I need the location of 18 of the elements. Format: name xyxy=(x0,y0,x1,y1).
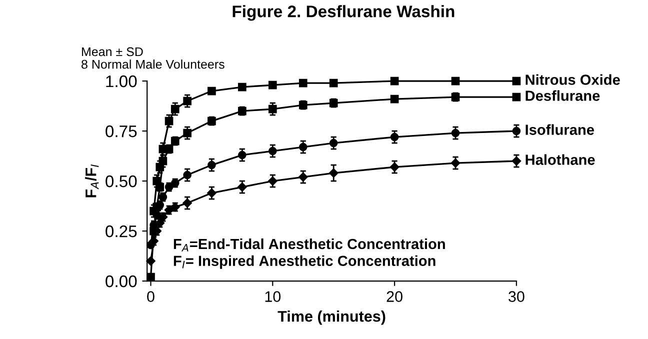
annotation: F$_{A}$=End-Tidal Anesthetic Concentration F$_{I}$= Inspired Anesthetic Concentration xyxy=(174,238,445,269)
y-tick-label: 0.50 xyxy=(106,175,137,188)
x-tick-label: 0 xyxy=(147,291,154,302)
y-tick-label: 1.00 xyxy=(106,75,137,88)
y-tick-label: 0.75 xyxy=(106,125,137,138)
series-label: Nitrous Oxide xyxy=(526,74,620,85)
y-tick-label: 0.25 xyxy=(106,225,137,238)
y-axis-title: F$_{A}$/F$_{I}$ xyxy=(85,164,99,198)
x-tick-label: 30 xyxy=(508,291,524,302)
x-axis-title: Time (minutes) xyxy=(278,310,386,325)
chart-title: Figure 2. Desflurane Washin xyxy=(232,5,454,21)
series-label: Halothane xyxy=(526,154,595,165)
x-tick-label: 10 xyxy=(265,291,281,302)
x-tick-label: 20 xyxy=(386,291,402,302)
series-label: Isoflurane xyxy=(526,124,594,135)
y-tick-label: 0.00 xyxy=(106,275,137,288)
series-label: Desflurane xyxy=(526,90,600,101)
text: Mean ± SD 8 Normal Male Volunteers xyxy=(82,47,224,69)
